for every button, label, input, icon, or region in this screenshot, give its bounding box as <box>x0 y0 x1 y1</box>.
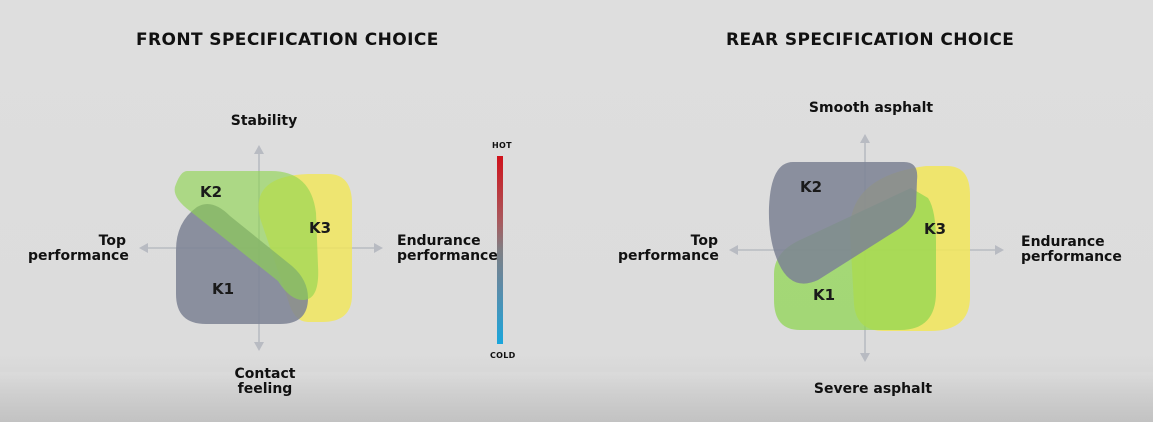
front-axis-left-label: Top performance <box>28 233 129 264</box>
rear-diagram <box>729 134 1004 362</box>
scale-cold-label: COLD <box>490 351 516 360</box>
scale-hot-label: HOT <box>492 141 512 150</box>
front-axis-left-line2: performance <box>28 248 129 264</box>
rear-bottom-arrow <box>860 353 870 362</box>
front-axis-right-line2: performance <box>397 248 498 264</box>
front-k2-region <box>174 171 319 300</box>
front-k1-region <box>176 204 308 324</box>
rear-k2-label: K2 <box>800 178 823 196</box>
rear-left-arrow <box>729 245 738 255</box>
front-bottom-arrow <box>254 342 264 351</box>
rear-axis-top-label: Smooth asphalt <box>808 100 934 116</box>
rear-top-arrow <box>860 134 870 143</box>
rear-axis-right-line2: performance <box>1021 249 1122 265</box>
front-k3-label: K3 <box>309 219 332 237</box>
background-road-ground <box>0 372 1153 422</box>
front-axis-right-line1: Endurance <box>397 233 481 249</box>
front-axis-top-label: Stability <box>230 113 298 129</box>
front-axis-bottom-line1: Contact <box>234 366 296 382</box>
rear-k2-region <box>768 162 918 284</box>
rear-axis-bottom-label: Severe asphalt <box>813 381 933 397</box>
front-axis-left-line1: Top <box>98 233 126 249</box>
front-k2-label: K2 <box>200 183 223 201</box>
temperature-scale-bar <box>497 156 503 344</box>
front-right-arrow <box>374 243 383 253</box>
front-top-arrow <box>254 145 264 154</box>
rear-k3-label: K3 <box>924 220 947 238</box>
front-left-arrow <box>139 243 148 253</box>
rear-axis-right-label: Endurance performance <box>1021 234 1122 265</box>
front-axis-right-label: Endurance performance <box>397 233 498 264</box>
rear-k1-label: K1 <box>813 286 836 304</box>
front-k1-label: K1 <box>212 280 235 298</box>
front-title: FRONT SPECIFICATION CHOICE <box>136 30 439 50</box>
front-diagram <box>139 145 383 351</box>
rear-title: REAR SPECIFICATION CHOICE <box>726 30 1015 50</box>
front-axis-bottom-line2: feeling <box>237 381 293 397</box>
rear-axis-left-label: Top performance <box>618 233 719 264</box>
front-axis-bottom-label: Contact feeling <box>228 367 302 397</box>
rear-axis-left-line2: performance <box>618 248 719 264</box>
rear-axis-right-line1: Endurance <box>1021 234 1105 250</box>
rear-right-arrow <box>995 245 1004 255</box>
rear-axis-left-line1: Top <box>690 233 718 249</box>
